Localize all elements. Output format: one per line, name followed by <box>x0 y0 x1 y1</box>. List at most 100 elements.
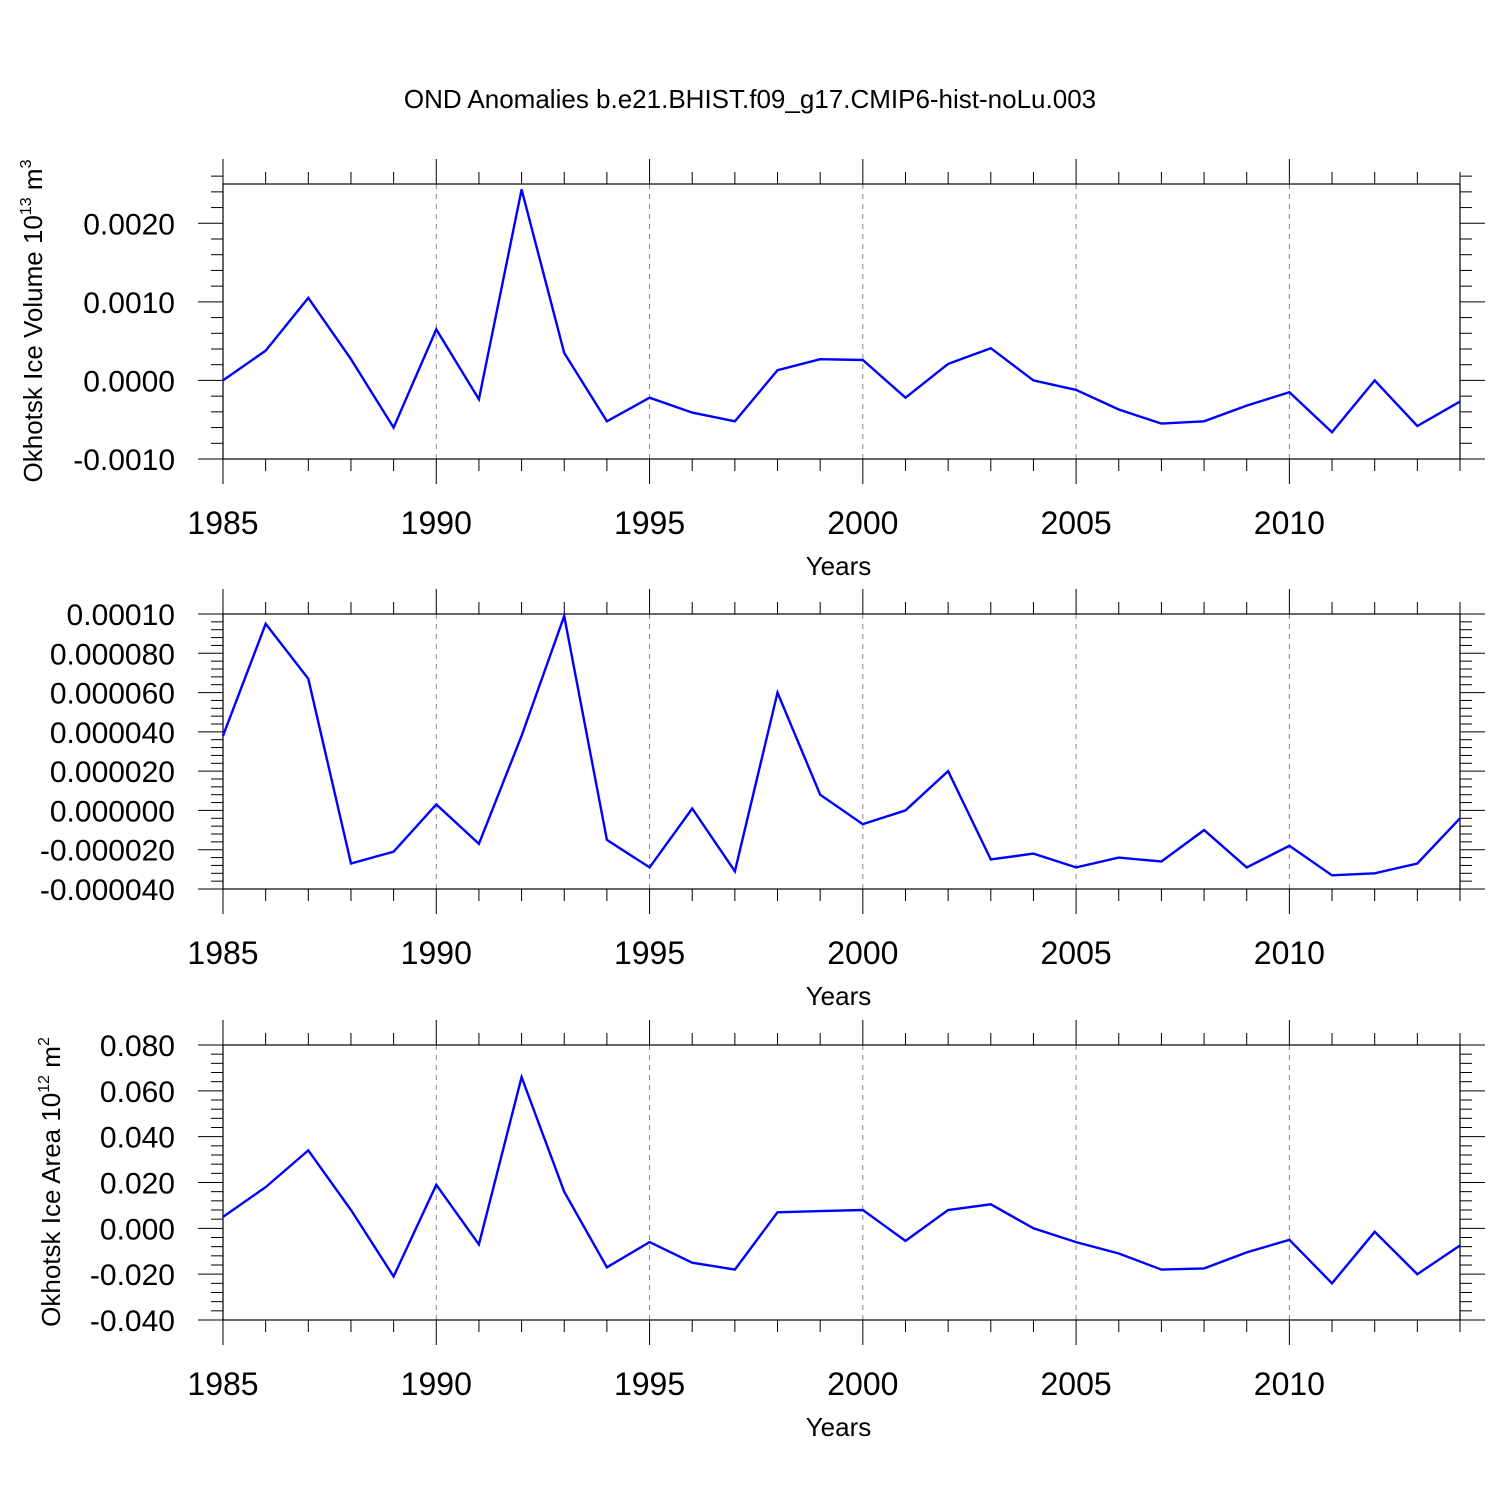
data-point <box>1032 852 1035 855</box>
y-tick-label: 0.00010 <box>67 599 175 632</box>
data-point <box>435 803 438 806</box>
data-point <box>606 420 608 423</box>
y-tick-label: 0.000 <box>100 1213 175 1246</box>
panel-3: -0.040 -0.020 0.000 0.020 0.040 0.060 0.080 198… <box>36 1020 1485 1442</box>
y-tick-label: 0.000040 <box>50 717 175 750</box>
data-point <box>904 809 907 812</box>
data-point <box>862 1209 864 1211</box>
data-point <box>222 1216 224 1218</box>
series-line <box>221 611 1461 877</box>
data-point <box>989 1203 992 1206</box>
data-point <box>904 1240 907 1242</box>
x-tick-label: 1995 <box>614 1366 685 1402</box>
data-point <box>947 363 949 365</box>
data-point <box>307 297 310 299</box>
data-point <box>734 870 736 873</box>
x-tick-label: 2005 <box>1041 1366 1112 1402</box>
y-tick-label: 0.0020 <box>83 208 175 241</box>
data-point <box>264 349 267 352</box>
data-point <box>648 1241 651 1243</box>
data-point <box>1416 1273 1419 1275</box>
data-point <box>862 359 864 361</box>
data-point <box>1075 1241 1077 1243</box>
data-point <box>222 379 224 382</box>
chart-title: OND Anomalies b.e21.BHIST.f09_g17.CMIP6-… <box>404 84 1096 114</box>
x-tick-label: 2010 <box>1254 1366 1325 1402</box>
data-point <box>776 1211 779 1214</box>
data-point <box>989 858 992 861</box>
data-point <box>264 1186 267 1188</box>
x-tick-label: 2005 <box>1041 505 1112 541</box>
x-tick-label: 2000 <box>827 505 898 541</box>
data-point <box>1331 874 1333 877</box>
y-tick-label: -0.020 <box>90 1259 175 1292</box>
panel-2: -0.000040 -0.000020 0.000000 0.000020 0.0000… <box>40 589 1485 1011</box>
data-point <box>1160 1268 1163 1271</box>
data-point <box>1245 1251 1248 1254</box>
data-point <box>563 1190 566 1193</box>
data-point <box>1373 379 1376 382</box>
data-point <box>1032 379 1035 382</box>
data-point <box>947 1209 949 1211</box>
data-point <box>1032 1227 1035 1230</box>
data-point <box>1459 817 1461 820</box>
data-point <box>904 396 907 399</box>
y-axis-label: Okhotsk Ice Area 1012 m2 <box>36 1037 66 1327</box>
data-point <box>1117 1252 1120 1255</box>
y-tick-label: 0.080 <box>100 1030 175 1063</box>
y-axis-label: Okhotsk Ice Volume 1013 m3 <box>18 159 48 482</box>
plot-frame <box>222 183 1461 460</box>
data-point <box>1459 400 1461 403</box>
x-axis-label: Years <box>806 981 872 1011</box>
data-point <box>691 411 694 414</box>
data-point <box>648 396 651 399</box>
x-tick-label: 2005 <box>1041 935 1112 971</box>
y-tick-label: -0.000040 <box>40 874 175 907</box>
data-point <box>734 1268 736 1271</box>
data-point <box>734 420 736 423</box>
data-point <box>520 188 523 191</box>
data-point <box>1245 866 1248 869</box>
y-tick-label: 0.0000 <box>83 365 175 398</box>
y-tick-label: -0.040 <box>90 1305 175 1338</box>
data-point <box>1075 389 1077 391</box>
y-tick-label: 0.000080 <box>50 638 175 671</box>
x-tick-label: 1995 <box>614 935 685 971</box>
data-point <box>520 734 523 737</box>
x-tick-label: 1995 <box>614 505 685 541</box>
x-tick-label: 1985 <box>187 935 258 971</box>
data-point <box>435 328 438 331</box>
data-point <box>478 398 480 401</box>
data-point <box>392 1275 395 1278</box>
x-tick-label: 1990 <box>401 1366 472 1402</box>
data-point <box>1288 1238 1291 1241</box>
data-point <box>648 866 651 869</box>
y-tick-label: 0.060 <box>100 1076 175 1109</box>
data-point <box>819 1210 821 1212</box>
data-point <box>563 615 566 617</box>
x-tick-label: 2010 <box>1254 935 1325 971</box>
series-line <box>222 189 1461 435</box>
data-point <box>1288 391 1291 394</box>
x-tick-label: 1985 <box>187 505 258 541</box>
data-point <box>435 1183 438 1186</box>
data-point <box>606 839 608 841</box>
data-point <box>350 358 352 361</box>
data-point <box>392 426 395 429</box>
data-point <box>947 770 949 772</box>
x-tick-label: 1990 <box>401 505 472 541</box>
data-point <box>1203 829 1205 831</box>
data-point <box>1160 422 1163 425</box>
data-point <box>350 862 352 865</box>
data-point <box>1331 1282 1333 1285</box>
x-axis-label: Years <box>806 551 872 581</box>
data-point <box>1245 404 1248 407</box>
data-point <box>222 734 224 737</box>
data-point <box>1373 1230 1376 1233</box>
data-point <box>1373 872 1376 875</box>
data-point <box>989 347 992 350</box>
x-tick-label: 2000 <box>827 935 898 971</box>
x-tick-label: 2010 <box>1254 505 1325 541</box>
data-point <box>520 1076 523 1078</box>
data-point <box>776 369 779 372</box>
